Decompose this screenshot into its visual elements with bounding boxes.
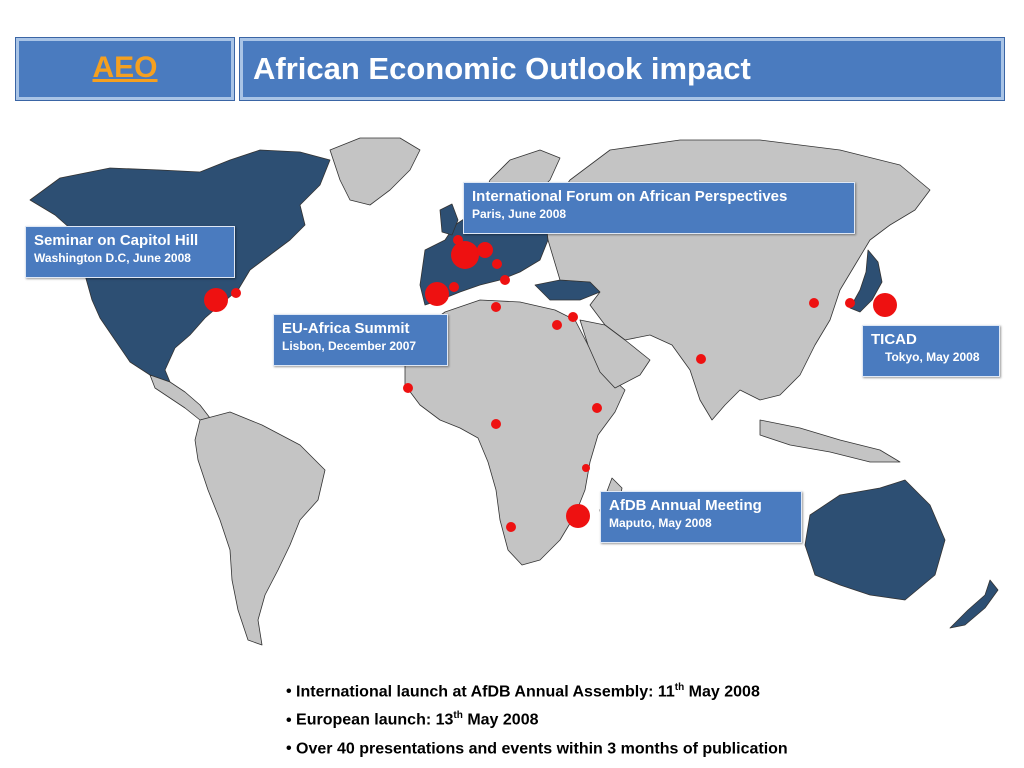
event-dot [809, 298, 819, 308]
callout-title: EU-Africa Summit [282, 320, 410, 337]
callout-subtitle: Tokyo, May 2008 [885, 350, 980, 364]
arabia-shape [579, 319, 651, 389]
summary-bullets: International launch at AfDB Annual Asse… [286, 676, 986, 761]
callout-subtitle: Maputo, May 2008 [609, 516, 712, 530]
greenland-shape [329, 137, 421, 206]
event-dot [873, 293, 897, 317]
new-zealand-shape [949, 579, 999, 629]
aeo-label: AEO [92, 51, 158, 84]
event-dot [696, 354, 706, 364]
event-dot [204, 288, 228, 312]
event-dot [582, 464, 590, 472]
bullet-item: Over 40 presentations and events within … [286, 733, 986, 761]
callout-subtitle: Washington D.C, June 2008 [34, 251, 191, 265]
callout-title: AfDB Annual Meeting [609, 497, 762, 514]
callout-title: TICAD [871, 331, 917, 348]
event-dot [403, 383, 413, 393]
uk-shape [439, 203, 459, 236]
event-dot [425, 282, 449, 306]
callout-ticad: TICAD Tokyo, May 2008 [862, 325, 1000, 377]
event-dot [451, 241, 479, 269]
event-dot [845, 298, 855, 308]
callout-paris: International Forum on African Perspecti… [463, 182, 855, 234]
turkey-shape [534, 279, 601, 301]
callout-title: International Forum on African Perspecti… [472, 188, 788, 205]
callout-lisbon: EU-Africa Summit Lisbon, December 2007 [273, 314, 448, 366]
event-dot [506, 522, 516, 532]
page-title: African Economic Outlook impact [253, 51, 751, 86]
south-america-shape [194, 411, 326, 646]
event-dot [568, 312, 578, 322]
event-dot [492, 259, 502, 269]
event-dot [592, 403, 602, 413]
southeast-asia-islands-shape [759, 419, 901, 463]
event-dot [491, 419, 501, 429]
japan-shape [849, 249, 883, 313]
australia-shape [804, 479, 946, 601]
callout-maputo: AfDB Annual Meeting Maputo, May 2008 [600, 491, 802, 543]
bullet-item: European launch: 13th May 2008 [286, 704, 986, 732]
central-america-shape [149, 374, 211, 421]
aeo-badge: AEO [16, 38, 234, 100]
event-dot [449, 282, 459, 292]
event-dot [566, 504, 590, 528]
africa-shape [404, 299, 626, 566]
event-dot [231, 288, 241, 298]
callout-capitol-hill: Seminar on Capitol Hill Washington D.C, … [25, 226, 235, 278]
event-dot [477, 242, 493, 258]
callout-title: Seminar on Capitol Hill [34, 232, 199, 249]
event-dot [500, 275, 510, 285]
event-dot [453, 235, 463, 245]
callout-subtitle: Lisbon, December 2007 [282, 339, 417, 353]
callout-subtitle: Paris, June 2008 [472, 207, 567, 221]
bullet-item: International launch at AfDB Annual Asse… [286, 676, 986, 704]
title-banner: African Economic Outlook impact [240, 38, 1004, 100]
event-dot [491, 302, 501, 312]
event-dot [552, 320, 562, 330]
